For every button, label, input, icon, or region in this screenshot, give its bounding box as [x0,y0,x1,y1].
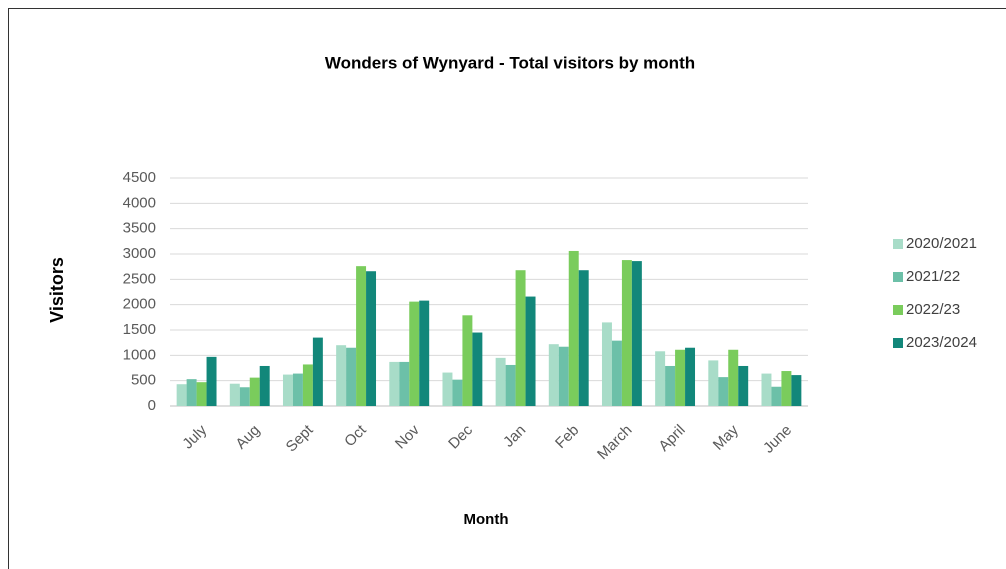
bar [282,374,293,406]
bar [259,365,270,406]
bar [578,270,589,406]
bar [548,344,559,406]
bar [389,361,400,406]
y-tick-label: 0 [148,397,156,414]
y-tick-label: 500 [131,372,156,389]
x-tick-label: April [655,422,688,455]
bar [176,384,187,406]
bar [631,261,642,406]
bar [495,357,506,406]
bar [665,365,676,406]
bar [791,375,802,406]
bar [186,379,197,406]
x-tick-label: Dec [445,421,476,452]
x-tick-label: June [760,422,795,457]
legend-label: 2022/23 [906,301,960,318]
x-tick-label: Nov [392,421,423,452]
chart-title: Wonders of Wynyard - Total visitors by m… [325,53,695,72]
bar [621,260,632,406]
x-axis-title: Month [464,511,509,528]
bar [346,347,357,406]
bar [718,377,729,406]
bar [409,301,420,406]
bar [419,300,430,406]
x-tick-label: March [594,422,635,463]
bar [292,373,303,406]
bar [336,345,347,406]
bar [685,347,696,406]
x-tick-label: Jan [500,422,529,451]
bar [452,379,463,406]
bar [206,356,217,406]
y-tick-label: 2000 [123,296,156,313]
y-tick-label: 4500 [123,169,156,186]
y-tick-label: 1000 [123,346,156,363]
bar [442,372,453,406]
bar [525,296,536,406]
legend-label: 2023/2024 [906,334,977,351]
y-tick-label: 3000 [123,245,156,262]
bar [229,383,240,406]
bar [302,364,313,406]
y-tick-label: 3500 [123,220,156,237]
x-tick-label: Feb [552,422,582,452]
legend-swatch [893,239,903,249]
bar [781,371,792,406]
legend-label: 2020/2021 [906,235,977,252]
bar [196,382,207,406]
bar [611,340,622,406]
y-tick-label: 1500 [123,321,156,338]
legend-swatch [893,305,903,315]
bar [601,322,612,406]
bar [249,377,260,406]
bar [366,271,377,406]
x-tick-label: Sept [283,421,317,455]
bar [738,365,749,406]
x-tick-label: May [710,421,742,453]
bar [558,346,569,406]
legend-swatch [893,272,903,282]
bar [399,361,410,406]
x-tick-label: Aug [232,422,263,453]
frame [8,8,1006,569]
y-axis-title: Visitors [47,257,67,323]
bar [472,332,483,406]
y-tick-label: 4000 [123,194,156,211]
bar [312,337,323,406]
x-tick-label: Oct [341,421,370,450]
bar [568,250,579,406]
y-tick-label: 2500 [123,270,156,287]
bar [356,266,367,406]
legend-label: 2021/22 [906,268,960,285]
legend-swatch [893,338,903,348]
x-tick-label: July [179,421,210,452]
bar [771,386,782,406]
bar [515,270,526,406]
bar [655,351,666,406]
bar [675,349,686,406]
bar [462,315,473,406]
bar [239,387,250,406]
bar [708,360,719,406]
bar [728,349,739,406]
bar [761,373,772,406]
bar [505,364,516,406]
